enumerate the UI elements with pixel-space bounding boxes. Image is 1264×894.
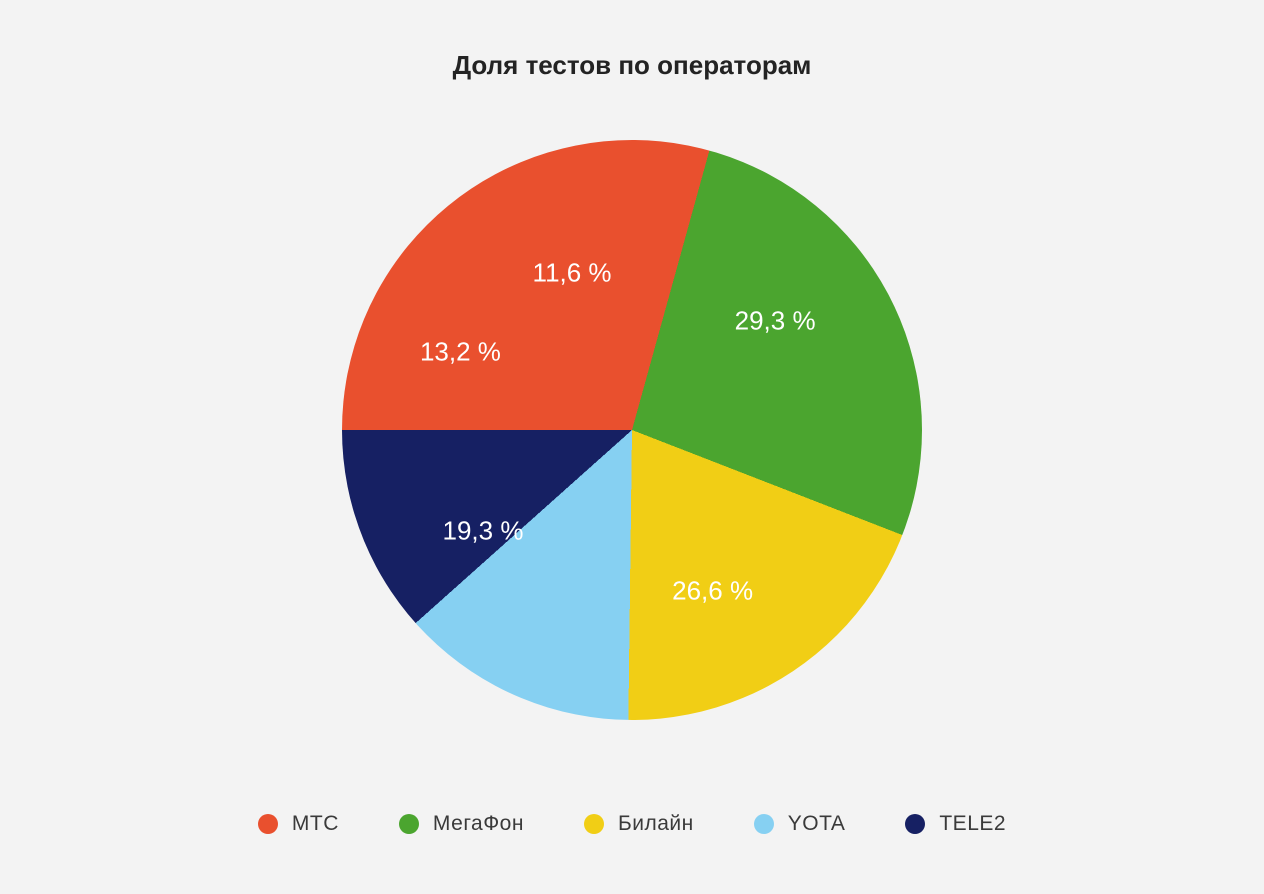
slice-label: 11,6 % (533, 257, 612, 288)
legend-item: TELE2 (905, 812, 1006, 836)
slice-label: 26,6 % (672, 575, 753, 606)
chart-container: Доля тестов по операторам 29,3 % 26,6 % 19… (0, 0, 1264, 894)
legend-label: Билайн (618, 812, 694, 836)
legend-item: МегаФон (399, 812, 524, 836)
legend-label: МТС (292, 812, 339, 836)
legend-swatch (584, 814, 604, 834)
legend-swatch (905, 814, 925, 834)
legend-item: МТС (258, 812, 339, 836)
legend: МТС МегаФон Билайн YOTA TELE2 (0, 812, 1264, 836)
legend-label: МегаФон (433, 812, 524, 836)
slice-label: 29,3 % (735, 306, 816, 337)
pie-chart (342, 140, 922, 720)
legend-item: Билайн (584, 812, 694, 836)
legend-swatch (754, 814, 774, 834)
chart-title: Доля тестов по операторам (0, 50, 1264, 81)
legend-swatch (399, 814, 419, 834)
legend-label: YOTA (788, 812, 846, 836)
legend-swatch (258, 814, 278, 834)
legend-label: TELE2 (939, 812, 1006, 836)
legend-item: YOTA (754, 812, 846, 836)
slice-label: 13,2 % (420, 336, 501, 367)
slice-label: 19,3 % (442, 515, 523, 546)
